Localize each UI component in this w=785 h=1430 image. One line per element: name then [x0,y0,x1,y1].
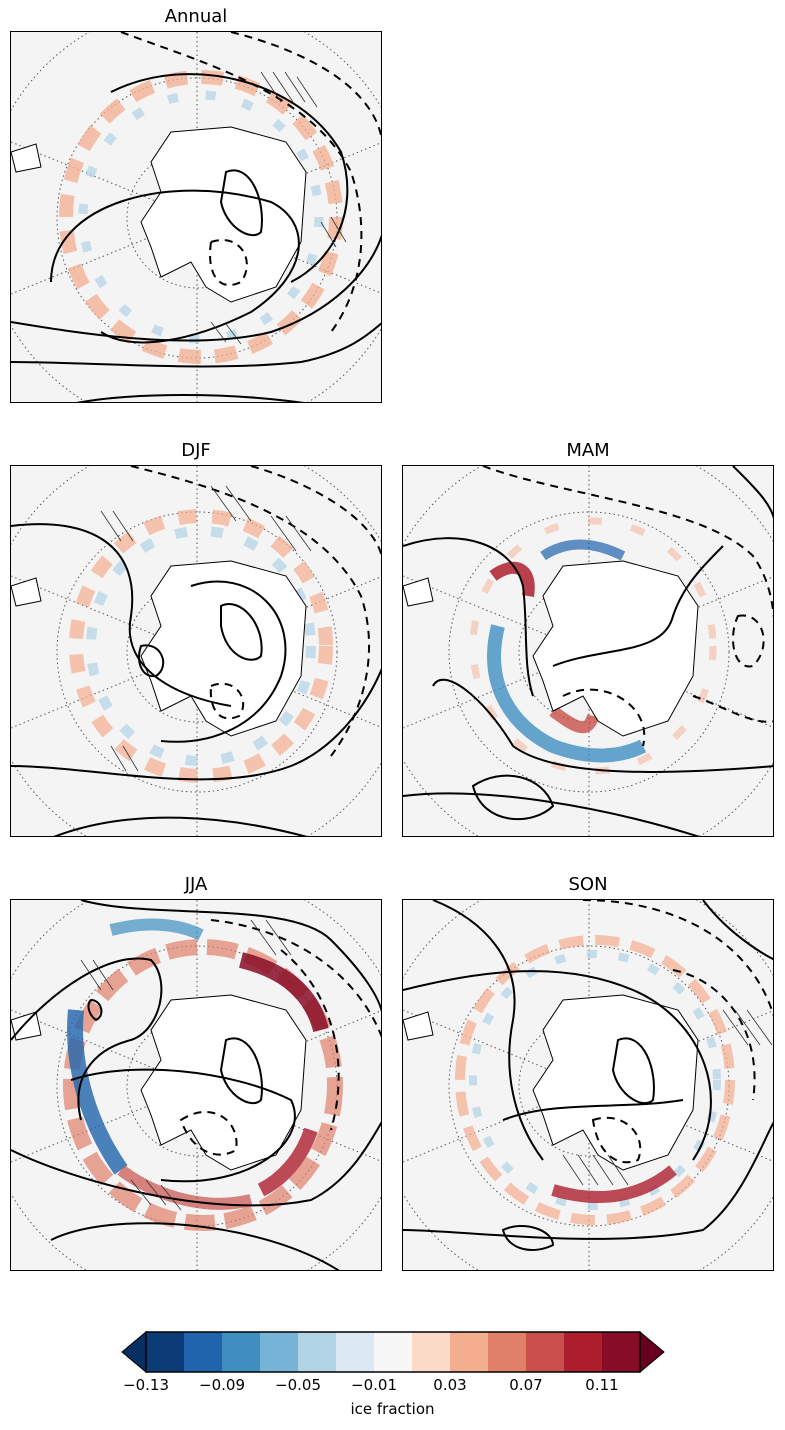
colorbar-swatch [184,1332,222,1372]
colorbar-swatch [450,1332,488,1372]
map-annual [11,32,381,402]
map-panel-mam [402,465,774,837]
map-panel-jja [10,899,382,1271]
map-mam [403,466,773,836]
colorbar-swatch [374,1332,412,1372]
map-panel-annual [10,31,382,403]
colorbar-swatch [336,1332,374,1372]
colorbar-swatch [222,1332,260,1372]
panel-title-djf: DJF [181,440,211,461]
panel-title-jja: JJA [184,874,208,895]
colorbar-tick: 0.03 [433,1376,467,1394]
map-son [403,900,773,1270]
panel-title-annual: Annual [164,6,228,27]
colorbar-tick: −0.05 [275,1376,321,1394]
panel-title-mam: MAM [566,440,610,461]
colorbar-swatch [260,1332,298,1372]
colorbar-tick: −0.13 [123,1376,169,1394]
colorbar-tick: −0.09 [199,1376,245,1394]
colorbar-extend-low [121,1330,147,1374]
map-djf [11,466,381,836]
colorbar-label: ice fraction [350,1400,435,1418]
colorbar-tick: 0.11 [585,1376,619,1394]
colorbar-swatch [564,1332,602,1372]
map-panel-djf [10,465,382,837]
panel-title-son: SON [568,874,608,895]
colorbar: −0.13 −0.09 −0.05 −0.01 0.03 0.07 0.11 i… [120,1330,665,1420]
colorbar-bar [121,1330,665,1374]
colorbar-swatch [412,1332,450,1372]
colorbar-outline [145,1331,641,1373]
map-jja [11,900,381,1270]
colorbar-swatch [526,1332,564,1372]
colorbar-swatch [488,1332,526,1372]
colorbar-tick: −0.01 [351,1376,397,1394]
colorbar-extend-high [639,1330,665,1374]
map-panel-son [402,899,774,1271]
colorbar-swatch [602,1332,640,1372]
colorbar-tick: 0.07 [509,1376,543,1394]
colorbar-swatch [146,1332,184,1372]
colorbar-swatch [298,1332,336,1372]
